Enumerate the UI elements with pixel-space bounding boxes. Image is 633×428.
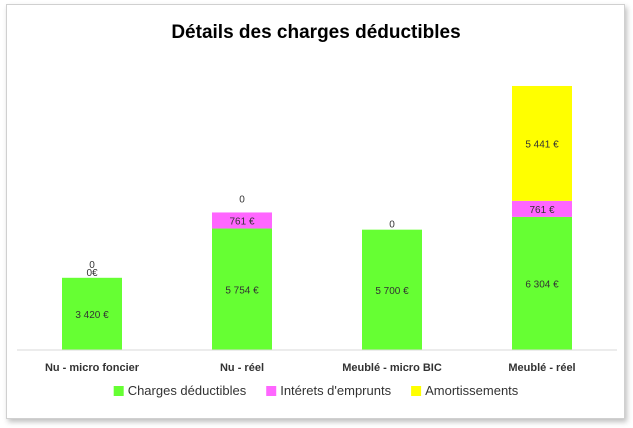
chart-title: Détails des charges déductibles [171, 22, 460, 43]
chart-frame: Détails des charges déductibles 3 420 € 0… [6, 4, 625, 419]
legend-swatch-3 [411, 386, 422, 396]
data-label-3-4: 5 441 € [525, 139, 559, 150]
bars-group: 3 420 €0€05 754 €761 €05 700 €06 304 €76… [62, 85, 572, 350]
bar-1-2 [212, 228, 272, 350]
data-label-2-1: 0€ [86, 268, 98, 279]
data-label-1-1: 3 420 € [75, 310, 109, 321]
category-label-2: Nu - réel [220, 362, 264, 374]
bar-3-4 [512, 85, 572, 201]
data-label-1-2: 5 754 € [225, 285, 259, 296]
stacked-bar-chart: Détails des charges déductibles 3 420 € 0… [17, 22, 617, 398]
category-label-3: Meublé - micro BIC [342, 362, 442, 374]
legend-label-1: Charges déductibles [128, 383, 247, 398]
data-label-2-3: 0 [389, 220, 395, 231]
legend-label-3: Amortissements [425, 383, 519, 398]
data-label-1-4: 6 304 € [525, 279, 559, 290]
bar-1-4 [512, 216, 572, 350]
bar-2-4 [512, 200, 572, 217]
legend: Charges déductibles Intérets d'emprunts Am… [113, 383, 519, 398]
category-label-1: Nu - micro foncier [45, 362, 140, 374]
data-label-2-2: 761 € [229, 216, 254, 227]
legend-swatch-1 [113, 386, 124, 396]
data-label-3-1: 0 [89, 260, 95, 271]
data-label-3-2: 0 [239, 194, 245, 205]
category-labels: Nu - micro foncier Nu - réel Meublé - micr… [45, 362, 576, 374]
legend-swatch-2 [266, 386, 277, 396]
legend-label-2: Intérets d'emprunts [280, 383, 391, 398]
category-label-4: Meublé - réel [508, 362, 575, 374]
data-label-2-4: 761 € [529, 205, 554, 216]
bar-1-3 [362, 229, 422, 350]
bar-2-2 [212, 212, 272, 229]
data-label-1-3: 5 700 € [375, 286, 409, 297]
bar-1-1 [62, 277, 122, 350]
